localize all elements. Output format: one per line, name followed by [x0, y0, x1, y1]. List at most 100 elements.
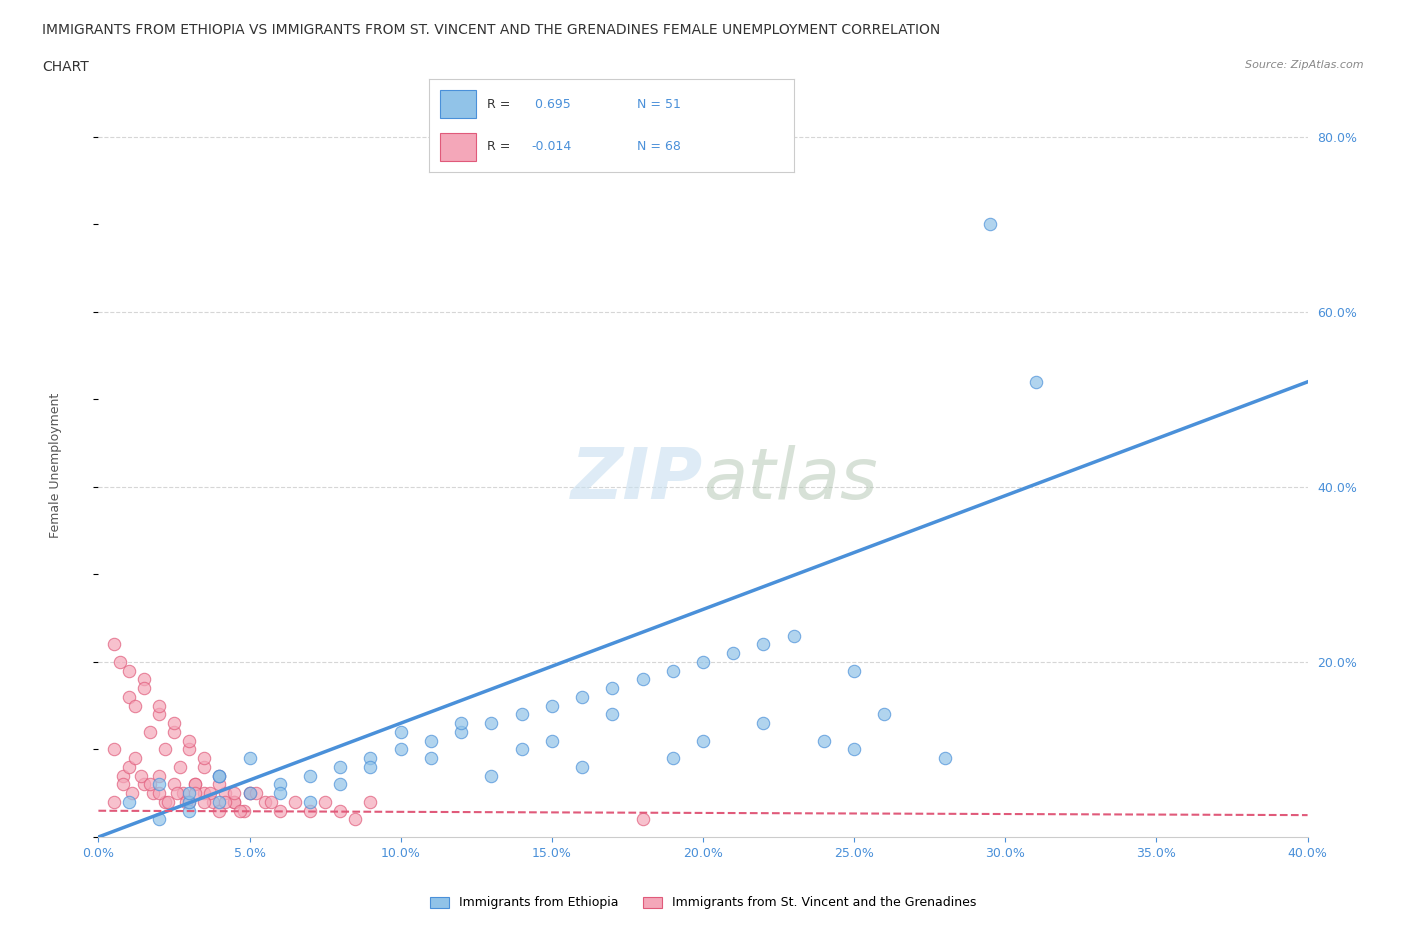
Point: [142, 786, 165, 801]
Point: [540, 698, 562, 713]
Point: [148, 786, 170, 801]
Point: [389, 742, 412, 757]
Point: [132, 681, 155, 696]
Point: [329, 760, 352, 775]
Point: [314, 794, 336, 809]
Point: [224, 794, 246, 809]
Point: [299, 804, 322, 818]
Point: [132, 672, 155, 687]
Point: [420, 733, 443, 748]
Point: [239, 751, 262, 765]
Point: [389, 724, 412, 739]
Point: [153, 794, 176, 809]
Point: [118, 794, 141, 809]
Point: [245, 786, 267, 801]
Point: [193, 751, 215, 765]
Point: [179, 794, 201, 809]
Text: Source: ZipAtlas.com: Source: ZipAtlas.com: [1246, 60, 1364, 71]
Text: atlas: atlas: [703, 445, 877, 514]
Point: [224, 786, 246, 801]
Point: [571, 689, 593, 704]
Text: IMMIGRANTS FROM ETHIOPIA VS IMMIGRANTS FROM ST. VINCENT AND THE GRENADINES FEMAL: IMMIGRANTS FROM ETHIOPIA VS IMMIGRANTS F…: [42, 23, 941, 37]
Point: [193, 794, 215, 809]
Point: [299, 768, 322, 783]
Point: [214, 786, 236, 801]
Point: [148, 812, 170, 827]
Point: [124, 751, 146, 765]
Point: [103, 637, 125, 652]
Point: [329, 777, 352, 792]
Point: [752, 637, 775, 652]
Text: ZIP: ZIP: [571, 445, 703, 514]
Point: [510, 742, 533, 757]
Point: [571, 760, 593, 775]
Point: [873, 707, 896, 722]
Point: [111, 768, 134, 783]
Point: [156, 794, 179, 809]
Point: [200, 786, 222, 801]
Point: [844, 663, 866, 678]
Point: [208, 777, 231, 792]
Point: [118, 760, 141, 775]
Point: [103, 794, 125, 809]
Point: [540, 733, 562, 748]
Point: [260, 794, 283, 809]
Point: [193, 760, 215, 775]
Point: [692, 733, 714, 748]
Point: [329, 804, 352, 818]
Point: [132, 777, 155, 792]
Point: [602, 681, 624, 696]
Point: [169, 760, 191, 775]
Point: [118, 663, 141, 678]
Point: [360, 751, 382, 765]
Text: CHART: CHART: [42, 60, 89, 74]
Point: [172, 786, 194, 801]
Point: [269, 777, 291, 792]
Point: [239, 786, 262, 801]
Bar: [440, 133, 477, 161]
Point: [179, 733, 201, 748]
Point: [202, 794, 225, 809]
Point: [108, 655, 131, 670]
Point: [111, 777, 134, 792]
Point: [179, 794, 201, 809]
Point: [420, 751, 443, 765]
Text: 0.695: 0.695: [531, 98, 571, 111]
Point: [148, 698, 170, 713]
Point: [229, 804, 252, 818]
Text: N = 68: N = 68: [637, 140, 681, 153]
Point: [752, 716, 775, 731]
Point: [179, 804, 201, 818]
Point: [139, 724, 162, 739]
Point: [193, 786, 215, 801]
Point: [631, 672, 654, 687]
Point: [299, 794, 322, 809]
Text: R =: R =: [488, 140, 515, 153]
Point: [148, 777, 170, 792]
Point: [510, 707, 533, 722]
Point: [662, 751, 685, 765]
Bar: [440, 90, 477, 118]
Point: [166, 786, 188, 801]
Point: [148, 768, 170, 783]
Legend: Immigrants from Ethiopia, Immigrants from St. Vincent and the Grenadines: Immigrants from Ethiopia, Immigrants fro…: [425, 892, 981, 914]
Point: [344, 812, 367, 827]
Point: [121, 786, 143, 801]
Point: [184, 777, 207, 792]
Point: [631, 812, 654, 827]
Point: [813, 733, 835, 748]
Point: [360, 794, 382, 809]
Point: [163, 716, 186, 731]
Point: [239, 786, 262, 801]
Point: [232, 804, 254, 818]
Point: [602, 707, 624, 722]
Point: [450, 716, 472, 731]
Point: [253, 794, 276, 809]
Point: [179, 786, 201, 801]
Point: [174, 794, 197, 809]
Point: [481, 716, 503, 731]
Point: [184, 777, 207, 792]
Point: [214, 794, 236, 809]
Point: [208, 804, 231, 818]
Point: [269, 786, 291, 801]
